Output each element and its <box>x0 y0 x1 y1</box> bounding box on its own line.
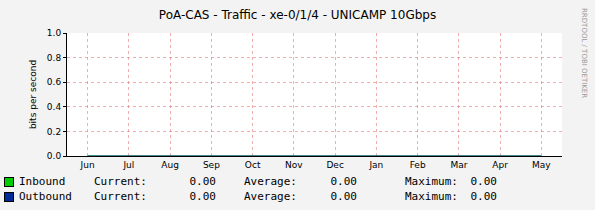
html-text:Maximum:: Maximum: <box>405 190 458 203</box>
svg-text:bits per second: bits per second <box>28 60 38 129</box>
svg-text:Mar: Mar <box>450 160 467 170</box>
html-text:0.00: 0.00 <box>330 190 357 203</box>
svg-text:May: May <box>532 160 551 170</box>
html-text:0.00: 0.00 <box>470 175 497 188</box>
html-text:Current:: Current: <box>94 190 147 203</box>
html-text:Inbound: Inbound <box>19 175 66 188</box>
svg-text:PoA-CAS - Traffic - xe-0/1/4 -: PoA-CAS - Traffic - xe-0/1/4 - UNICAMP 1… <box>159 8 436 22</box>
svg-text:Jan: Jan <box>368 160 383 170</box>
html-text:Outbound: Outbound <box>19 190 72 203</box>
svg-text:Jun: Jun <box>80 160 95 170</box>
svg-text:0.6: 0.6 <box>47 77 62 87</box>
svg-text:Oct: Oct <box>245 160 261 170</box>
html-text:Average:: Average: <box>244 175 297 188</box>
svg-text:Apr: Apr <box>492 160 508 170</box>
svg-text:0.0: 0.0 <box>47 151 62 161</box>
svg-text:Nov: Nov <box>285 160 303 170</box>
html-text:RRDTOOL / TOBI OETIKER: RRDTOOL / TOBI OETIKER <box>580 8 588 99</box>
svg-text:1.0: 1.0 <box>47 28 62 38</box>
svg-text:Sep: Sep <box>203 160 220 170</box>
html-text:0.00: 0.00 <box>470 190 497 203</box>
svg-text:0.2: 0.2 <box>47 127 61 137</box>
svg-text:Dec: Dec <box>326 160 343 170</box>
svg-text:Feb: Feb <box>410 160 426 170</box>
html-text:0.00: 0.00 <box>330 175 357 188</box>
html-text:Average:: Average: <box>244 190 297 203</box>
html-text:Maximum:: Maximum: <box>405 175 458 188</box>
html-text:Current:: Current: <box>94 175 147 188</box>
html-text:0.00: 0.00 <box>189 190 216 203</box>
svg-text:0.8: 0.8 <box>47 53 62 63</box>
html-text:0.00: 0.00 <box>189 175 216 188</box>
svg-text:Jul: Jul <box>122 160 134 170</box>
svg-text:Aug: Aug <box>161 160 179 170</box>
svg-text:0.4: 0.4 <box>47 102 62 112</box>
